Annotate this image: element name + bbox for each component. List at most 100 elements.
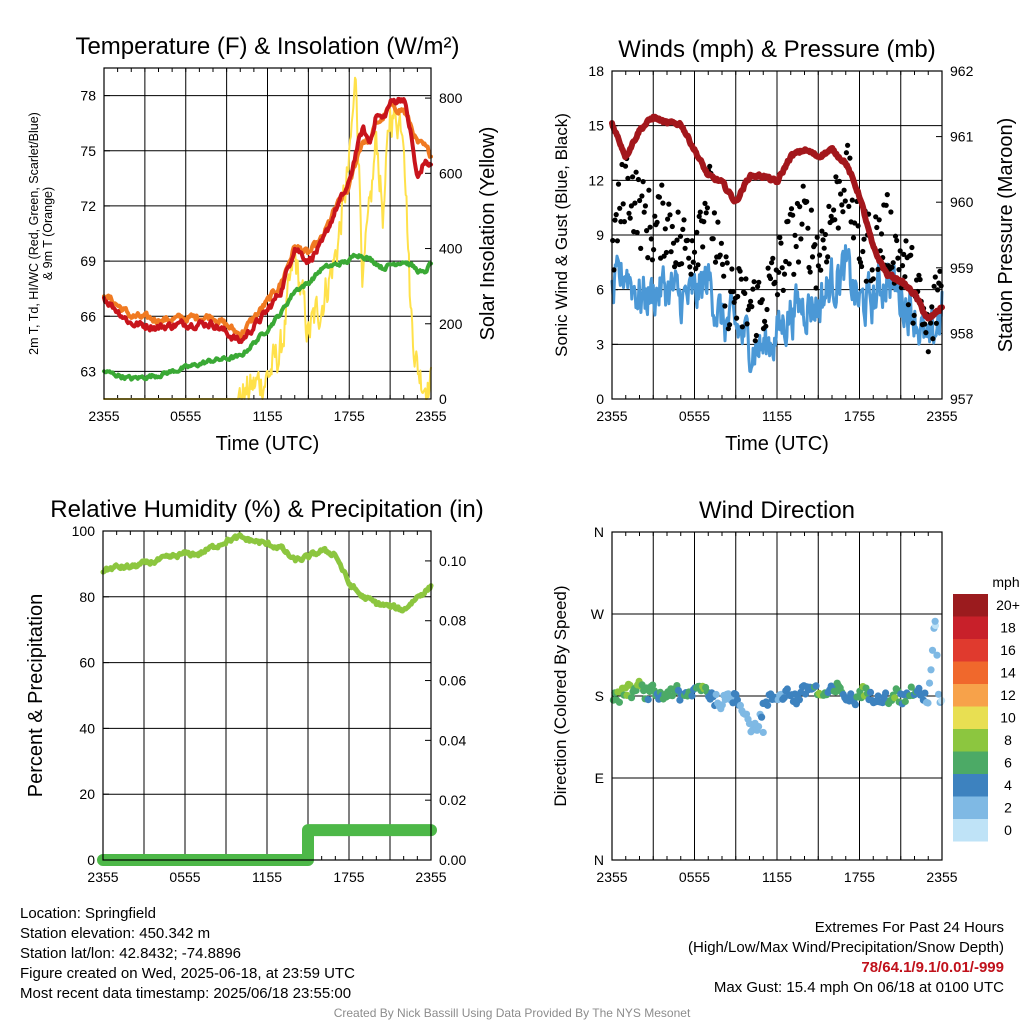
chart-title: Winds (mph) & Pressure (mb): [618, 36, 935, 63]
gust-point: [770, 255, 776, 261]
gust-point: [935, 287, 941, 293]
gust-point: [696, 213, 702, 219]
gust-point: [632, 200, 638, 206]
gust-point: [622, 163, 629, 169]
gust-point: [786, 261, 792, 267]
gust-point: [841, 187, 847, 193]
gust-point: [776, 269, 782, 275]
series-station-pressure: [609, 113, 945, 322]
gust-point: [724, 260, 730, 266]
gust-point: [723, 254, 729, 260]
gust-point: [686, 255, 692, 261]
gust-point: [688, 271, 694, 277]
legend-label: 2: [1004, 800, 1012, 816]
gust-point: [878, 231, 885, 237]
gust-point: [707, 163, 713, 169]
gust-point: [890, 260, 896, 266]
direction-point: [759, 728, 767, 737]
gust-point: [901, 251, 907, 257]
gust-point: [730, 289, 736, 295]
y2-tick-label: 0.10: [439, 553, 466, 569]
extremes-subtitle: (High/Low/Max Wind/Precipitation/Snow De…: [688, 939, 1004, 956]
gust-point: [639, 193, 645, 199]
legend-swatch: [953, 594, 988, 617]
y-axis-label: & 9m T (Orange): [41, 187, 55, 280]
gust-point: [800, 183, 806, 189]
location-text: Location: Springfield: [20, 905, 156, 922]
y-axis-label: Percent & Precipitation: [25, 594, 47, 797]
gust-point: [691, 249, 698, 255]
gust-point: [610, 237, 616, 244]
legend-swatch: [953, 684, 988, 707]
y2-tick-label: 0.06: [439, 673, 466, 689]
credit-text: Created By Nick Bassill Using Data Provi…: [333, 1006, 691, 1020]
direction-point: [632, 686, 640, 695]
gust-point: [826, 203, 832, 209]
gust-point: [833, 174, 839, 180]
gust-point: [700, 244, 706, 250]
gust-point: [847, 155, 853, 161]
y-axis-label: Direction (Colored By Speed): [551, 585, 570, 806]
x-tick-label: 1755: [334, 408, 365, 424]
gust-point: [718, 240, 725, 246]
gust-point: [663, 249, 670, 256]
x-axis-label: Time (UTC): [725, 433, 829, 455]
gust-point: [790, 212, 796, 218]
gust-point: [675, 209, 681, 215]
plot-border: [102, 530, 432, 861]
plot-border: [611, 531, 943, 861]
chart-title: Relative Humidity (%) & Precipitation (i…: [50, 496, 483, 523]
gust-point: [923, 330, 929, 336]
legend-swatch: [953, 796, 988, 819]
x-tick-label: 2355: [596, 869, 627, 885]
y-tick-label: N: [594, 524, 604, 540]
gust-point: [896, 267, 902, 273]
gust-point: [908, 252, 914, 258]
gust-point: [933, 320, 940, 326]
gust-point: [788, 206, 795, 212]
gust-point: [808, 207, 815, 213]
gust-point: [774, 292, 781, 298]
direction-point: [907, 683, 915, 691]
y2-tick-label: 200: [439, 316, 463, 332]
gust-point: [932, 274, 938, 280]
y-tick-label: 100: [72, 523, 96, 539]
legend-swatch: [953, 661, 988, 684]
y2-tick-label: 959: [950, 260, 974, 276]
gust-point: [628, 203, 635, 209]
gust-point: [749, 304, 755, 310]
gust-point: [735, 293, 741, 300]
gust-point: [814, 234, 820, 240]
gust-point: [739, 324, 746, 330]
latlon-text: Station lat/lon: 42.8432; -74.8896: [20, 945, 242, 962]
gust-point: [793, 243, 799, 250]
legend-label: 10: [1000, 710, 1016, 726]
gust-point: [835, 225, 841, 231]
gust-point: [630, 174, 636, 180]
gust-point: [712, 259, 719, 265]
y-tick-label: 72: [80, 198, 96, 214]
gust-point: [641, 209, 647, 215]
gust-point: [905, 302, 912, 308]
direction-point: [795, 696, 804, 704]
y-tick-label: W: [591, 606, 605, 622]
gust-point: [734, 315, 740, 321]
y-tick-label: S: [595, 688, 604, 704]
gust-point: [672, 264, 678, 270]
gust-point: [662, 226, 668, 232]
y2-tick-label: 600: [439, 165, 463, 181]
y-tick-label: 6: [596, 282, 604, 298]
y-tick-label: 0: [596, 391, 604, 407]
y-axis-label: 2m T, Td, HI/WC (Red, Green, Scarlet/Blu…: [27, 112, 41, 355]
gust-point: [815, 263, 822, 269]
legend-label: 4: [1004, 777, 1012, 793]
direction-point: [882, 689, 890, 697]
legend-swatch: [953, 729, 988, 752]
gust-point: [656, 194, 663, 200]
gust-point: [817, 252, 823, 258]
y-tick-label: 9: [596, 227, 604, 243]
gust-point: [614, 238, 621, 244]
gust-point: [855, 223, 861, 229]
gust-point: [892, 233, 899, 239]
